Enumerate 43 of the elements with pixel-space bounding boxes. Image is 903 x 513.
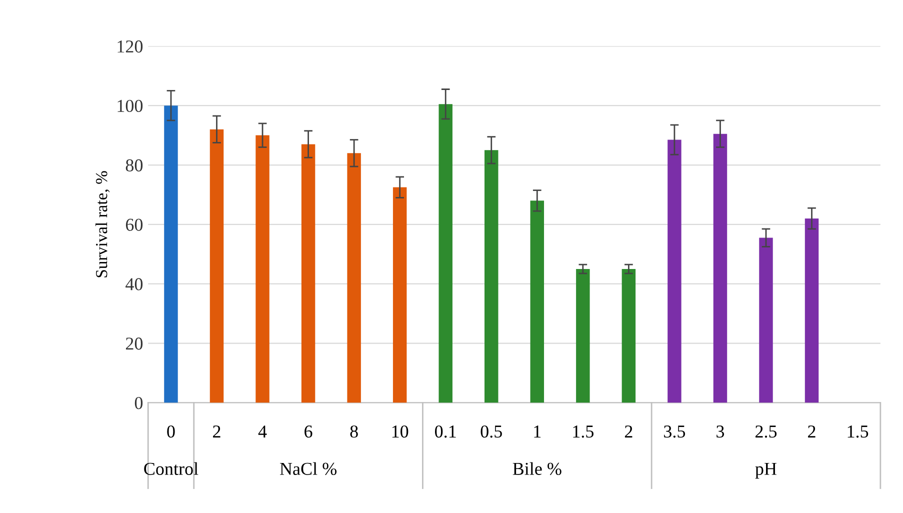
y-tick-label: 20: [126, 338, 143, 350]
x-tick-label: 1: [534, 426, 541, 438]
x-tick-label: 1.5: [848, 426, 868, 438]
y-tick-label: 80: [126, 159, 143, 172]
x-tick-label: 2.5: [756, 426, 777, 438]
bar: [530, 200, 544, 403]
x-tick-label: 6: [304, 426, 312, 438]
y-tick-label: 0: [134, 396, 143, 410]
y-tick-label: 40: [126, 278, 143, 290]
y-tick-label: 120: [118, 40, 143, 53]
bar: [668, 140, 682, 403]
x-tick-label: 2: [808, 426, 816, 438]
bar: [576, 269, 590, 403]
bar: [438, 104, 452, 403]
x-tick-label: 2: [213, 426, 220, 438]
x-tick-label: 0: [167, 425, 175, 438]
bar: [713, 134, 728, 403]
x-tick-label: 0.5: [480, 425, 502, 438]
y-tick-label: 60: [126, 218, 143, 231]
bar: [759, 238, 773, 403]
x-tick-label: 4: [258, 426, 267, 438]
y-tick-label: 100: [118, 100, 143, 112]
x-tick-label: 1.5: [573, 426, 594, 438]
x-tick-label: 2: [624, 426, 632, 438]
bar: [804, 218, 819, 403]
bar: [301, 144, 316, 403]
bar: [484, 150, 498, 403]
y-axis-title: Survival rate, %: [95, 171, 110, 278]
bar: [392, 187, 407, 403]
x-tick-label: 3: [716, 426, 724, 438]
x-tick-label: 0.1: [435, 425, 456, 438]
x-tick-label: 3.5: [664, 426, 686, 438]
x-tick-label: 10: [392, 425, 408, 438]
bar: [256, 135, 270, 403]
text: pH: [755, 462, 776, 479]
bar: [622, 269, 636, 403]
bar: [347, 153, 361, 403]
text: Control: [144, 462, 198, 475]
text: Bile %: [512, 462, 562, 476]
x-tick-label: 8: [350, 425, 358, 438]
bar: [210, 129, 224, 403]
bar: [164, 106, 178, 403]
text: NaCl %: [280, 462, 337, 476]
